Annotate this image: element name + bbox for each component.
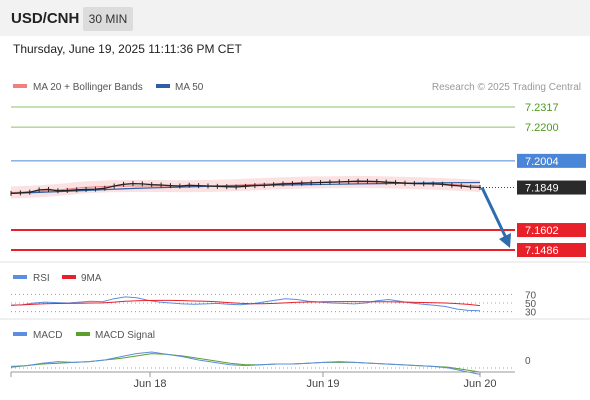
rsi-ma-legend-swatch (62, 275, 76, 279)
macd-level-label: 0 (525, 356, 531, 367)
macd-signal-legend-label: MACD Signal (95, 330, 155, 341)
resistance-level-label: 7.2317 (525, 102, 559, 114)
support-level-label: 7.1486 (525, 245, 559, 257)
chart-header: USD/CNH 30 MIN (0, 0, 590, 36)
macd-signal-legend-swatch (76, 332, 90, 336)
rsi-legend-swatch (13, 275, 27, 279)
rsi-legend: RSI 9MA (13, 273, 102, 284)
resistance-level-label: 7.2200 (525, 122, 559, 134)
macd-signal-line (10, 353, 481, 373)
x-tick-label: Jun 20 (463, 378, 496, 390)
ma50-legend-label: MA 50 (175, 82, 204, 93)
support-level-label: 7.1602 (525, 225, 559, 237)
price-line (10, 180, 481, 195)
macd-legend: MACD MACD Signal (13, 330, 155, 341)
symbol-title: USD/CNH (11, 10, 80, 27)
rsi-ma-legend-label: 9MA (81, 273, 102, 284)
ma50-legend-swatch (156, 84, 170, 88)
rsi-ma-line (10, 299, 481, 307)
source-credit: Research © 2025 Trading Central (432, 82, 581, 93)
rsi-legend-label: RSI (33, 273, 50, 284)
pivot-level-tag (517, 153, 586, 168)
ma20-legend-swatch (13, 84, 27, 88)
rsi-level-label: 70 (525, 290, 537, 301)
rsi-level-label: 30 (525, 308, 537, 319)
support-level-tag (517, 223, 586, 238)
macd-legend-label: MACD (33, 330, 62, 341)
forecast-arrow-shaft (480, 186, 509, 241)
pivot-level-label: 7.2004 (525, 156, 559, 168)
chart-datetime: Thursday, June 19, 2025 11:11:36 PM CET (13, 42, 242, 56)
main-legend: MA 20 + Bollinger Bands MA 50 Research ©… (13, 82, 581, 93)
x-tick-label: Jun 19 (306, 378, 339, 390)
macd-panel: 0 (10, 351, 531, 375)
current-level-tag (517, 180, 586, 195)
x-axis: Jun 18 Jun 19 Jun 20 (10, 371, 515, 390)
rsi-level-label: 50 (525, 299, 537, 310)
current-level-label: 7.1849 (525, 183, 559, 195)
timeframe-button[interactable]: 30 MIN (83, 7, 133, 31)
support-level-tag (517, 243, 586, 257)
x-tick-label: Jun 18 (133, 378, 166, 390)
price-panel: 7.2317 7.2200 7.2004 7.1849 7.1602 7.1486 (10, 102, 586, 257)
macd-line (10, 351, 481, 375)
forecast-arrow-head (499, 233, 511, 248)
macd-legend-swatch (13, 332, 27, 336)
ma20-legend-label: MA 20 + Bollinger Bands (33, 82, 143, 93)
